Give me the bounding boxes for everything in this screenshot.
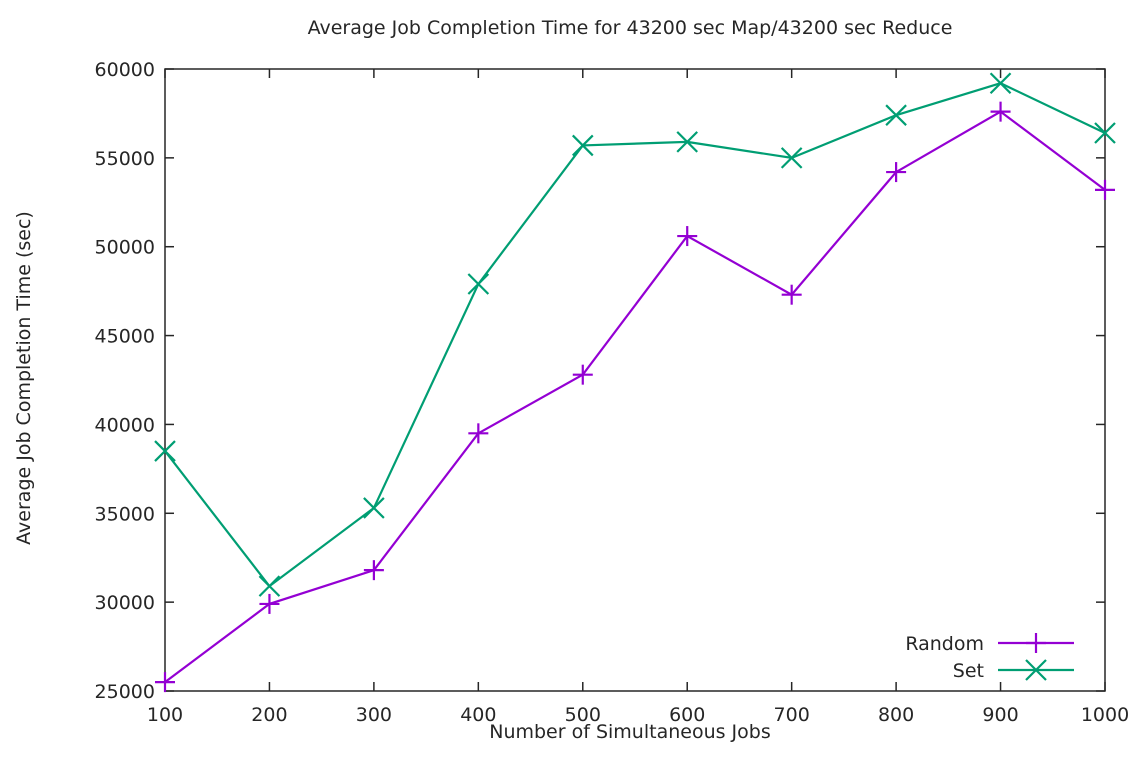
legend-marker-set [1025,659,1047,681]
x-tick-label: 100 [147,704,183,726]
y-tick-label: 30000 [95,592,155,614]
x-tick-label: 800 [878,704,914,726]
data-point-set [467,273,490,295]
x-tick-label: 700 [774,704,810,726]
data-point-random [363,560,384,581]
legend-label-random: Random [905,633,984,655]
x-tick-label: 900 [982,704,1018,726]
data-point-set [363,497,385,519]
legend-label-set: Set [953,660,984,682]
plot-border [164,68,1106,692]
y-tick-label: 45000 [95,326,155,348]
x-tick-label: 200 [251,704,287,726]
data-point-random [468,423,489,444]
data-point-random [259,593,280,614]
x-tick-label: 1000 [1081,704,1129,726]
y-tick-label: 55000 [95,148,155,170]
y-tick-label: 50000 [95,237,155,259]
data-point-random [990,101,1011,122]
legend: Random Set [905,633,1074,682]
x-tick-label: 600 [669,704,705,726]
data-point-random [1095,179,1115,200]
x-tick-label: 400 [460,704,496,726]
data-point-set [1094,122,1116,144]
x-tick-label: 300 [356,704,392,726]
data-point-set [258,575,281,597]
data-point-random [155,672,175,693]
series-layer [154,72,1116,693]
plot-frame [164,68,1106,692]
data-point-random [677,226,698,247]
data-point-random [572,364,593,385]
y-axis: 25000 30000 35000 40000 45000 50000 55000 60000 [95,59,1105,703]
x-tick-label: 500 [565,704,601,726]
series-set [154,72,1116,597]
y-tick-label: 40000 [95,414,155,436]
y-tick-label: 25000 [95,681,155,703]
data-point-set [154,440,176,462]
data-point-random [886,162,907,183]
data-point-set [989,72,1012,94]
y-axis-label: Average Job Completion Time (sec) [13,211,35,545]
legend-marker-random [1026,633,1046,653]
data-point-set [780,147,803,169]
chart-title: Average Job Completion Time for 43200 se… [308,17,953,39]
data-point-set [571,134,594,157]
y-tick-label: 35000 [95,503,155,525]
x-axis-label: Number of Simultaneous Jobs [489,721,771,743]
series-line-random [164,110,1106,683]
x-axis: 100 200 300 400 500 600 700 800 900 1000 [147,69,1129,726]
series-line-set [164,82,1106,588]
data-point-random [781,284,802,305]
data-point-set [676,131,699,153]
series-random [155,101,1115,693]
y-tick-label: 60000 [95,59,155,81]
data-point-set [885,104,907,126]
